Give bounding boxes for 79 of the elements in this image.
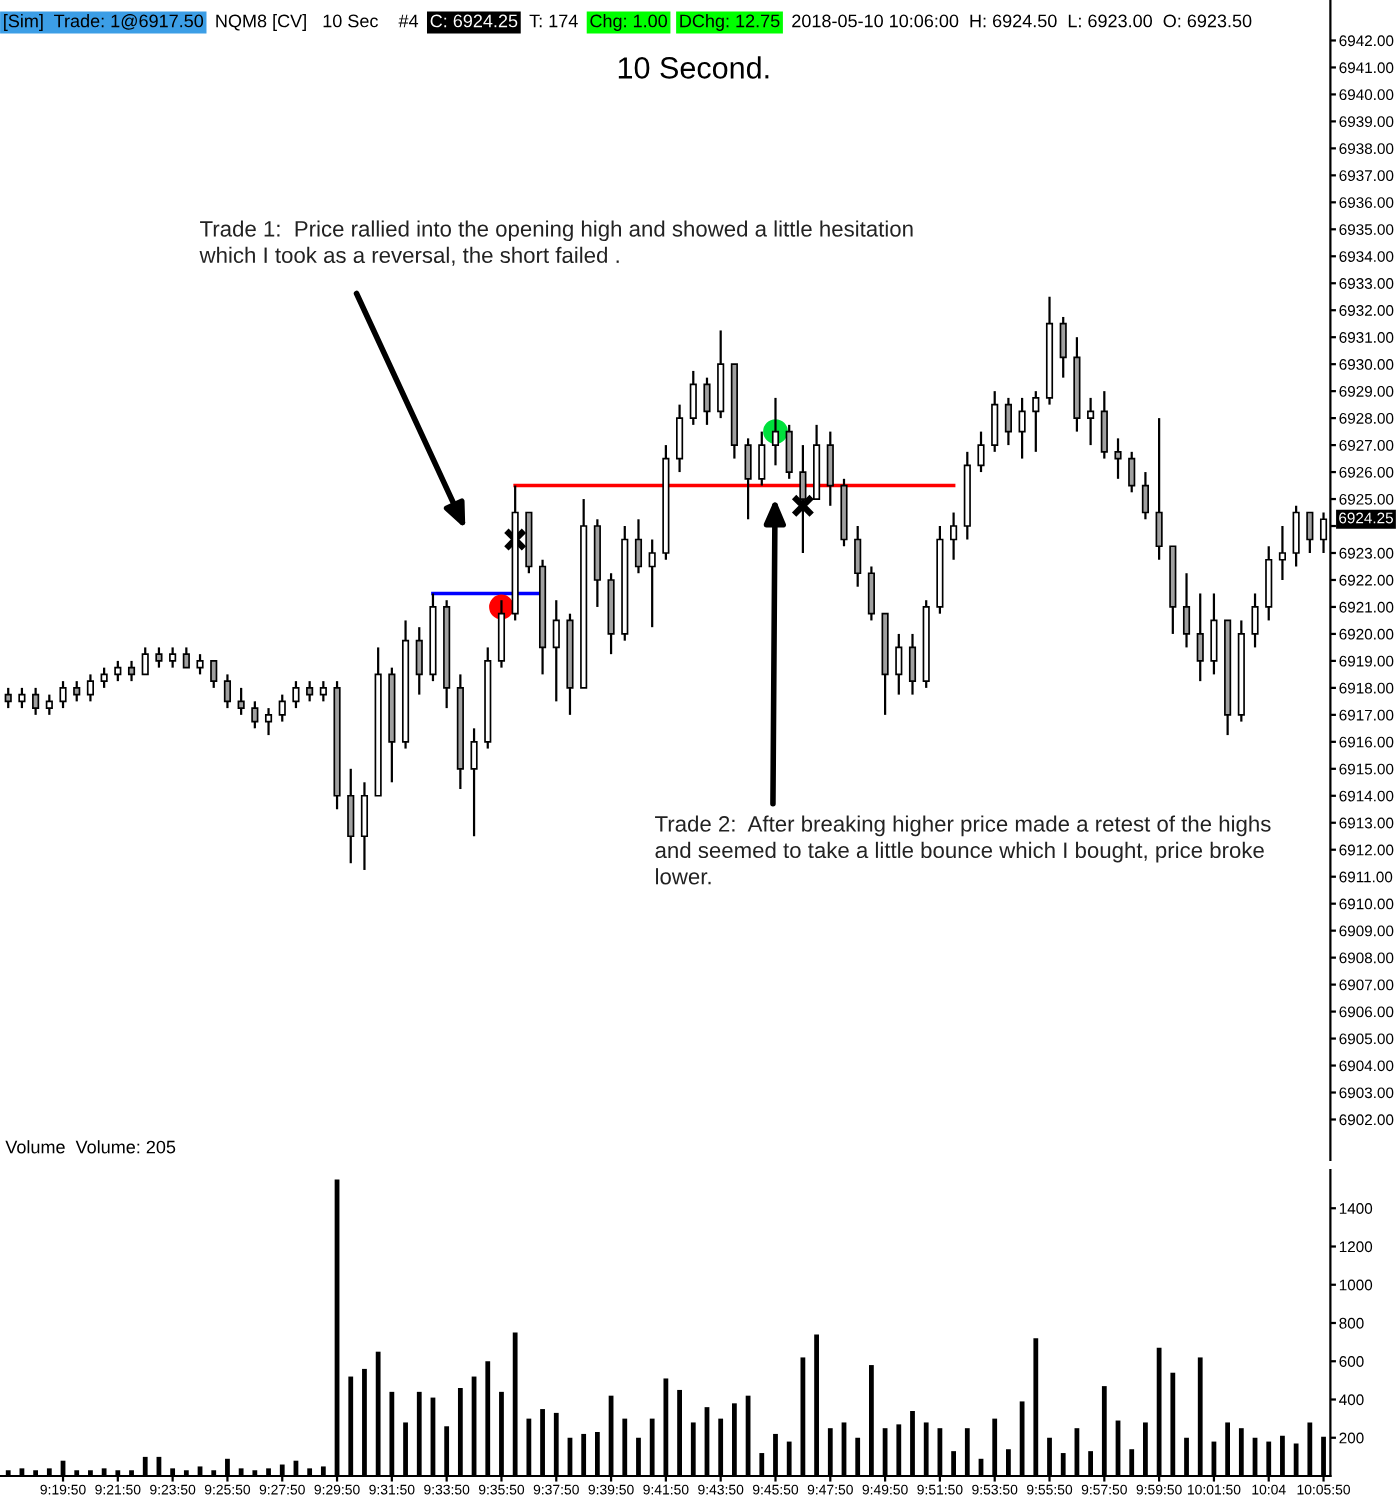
- candlestick: [703, 376, 711, 426]
- candlestick: [991, 390, 999, 453]
- candlestick: [319, 680, 327, 703]
- candlestick: [45, 693, 53, 716]
- candlestick: [237, 686, 245, 716]
- candlestick: [1128, 450, 1136, 494]
- candlestick: [114, 659, 122, 683]
- candlestick: [100, 666, 108, 689]
- annotation: Chg: 1.00: [590, 14, 668, 31]
- annotation: DChg: 12.75: [680, 14, 780, 31]
- candlestick: [497, 599, 506, 669]
- candlestick: [676, 403, 684, 474]
- annotation: Trade 2: After breaking higher price made a retest of the highs and seemed to take a little bounce which I bought, price broke lower.: [655, 815, 1271, 885]
- candlestick: [223, 673, 232, 710]
- candlestick: [634, 518, 643, 575]
- candlestick: [1196, 592, 1204, 683]
- candlestick: [1306, 511, 1314, 555]
- candlestick: [86, 673, 95, 703]
- candlestick: [908, 632, 917, 696]
- candlestick: [758, 430, 766, 487]
- candlestick: [1141, 470, 1149, 521]
- candlestick: [155, 646, 163, 669]
- annotation: Trade 1: Price rallied into the opening high and showed a little hesitation which I took as a reversal, the short failed .: [199, 220, 913, 266]
- candlestick: [1059, 315, 1067, 379]
- candlestick: [717, 329, 725, 420]
- candlestick: [210, 659, 218, 689]
- point: [791, 493, 815, 518]
- candlestick: [59, 680, 67, 710]
- annotation: [Sim] Trade: 1@6917.50: [4, 14, 204, 31]
- candlestick: [689, 369, 697, 426]
- candlestick: [306, 680, 314, 703]
- text: 10 Second.: [618, 56, 769, 79]
- candlestick: [854, 524, 862, 588]
- candlestick: [867, 565, 875, 622]
- candlestick: [1251, 592, 1259, 649]
- candlestick: [1265, 545, 1273, 622]
- candlestick: [648, 538, 656, 629]
- candlestick: [950, 511, 958, 561]
- candlestick: [470, 727, 478, 838]
- candlestick: [18, 686, 26, 710]
- candlestick: [1210, 592, 1218, 676]
- candlestick: [278, 693, 286, 723]
- candlestick: [32, 686, 40, 716]
- candlestick: [415, 626, 423, 696]
- candlestick: [196, 653, 204, 676]
- candlestick: [799, 443, 807, 555]
- candlestick: [552, 599, 560, 703]
- candlestick: [1292, 504, 1300, 568]
- candlestick: [264, 707, 273, 737]
- candlestick: [251, 700, 259, 730]
- candlestick: [73, 680, 81, 703]
- candlestick: [1018, 396, 1026, 460]
- candlestick: [1114, 437, 1122, 480]
- candlestick: [127, 659, 136, 683]
- candlestick: [1087, 396, 1095, 447]
- candlestick: [4, 686, 12, 710]
- candlestick: [1155, 417, 1163, 561]
- candlestick: [785, 423, 793, 480]
- candlestick: [1182, 572, 1191, 649]
- candlestick: [744, 437, 752, 521]
- candlestick: [169, 646, 177, 669]
- candlestick: [977, 430, 985, 474]
- annotation: 2018-05-10 10:06:00 H: 6924.50 L: 6923.00 O: 6923.50: [792, 14, 1252, 28]
- candlestick: [1004, 396, 1012, 447]
- candlestick: [292, 680, 300, 710]
- annotation: NQM8 [CV] 10 Sec #4: [216, 14, 419, 31]
- candlestick: [141, 646, 149, 676]
- annotation: C: 6924.25: [430, 14, 518, 28]
- chart-title: Volume Volume: 205: [5, 1140, 176, 1154]
- candlestick: [1100, 390, 1108, 460]
- candlestick: [1032, 390, 1040, 453]
- candlestick: [360, 781, 369, 872]
- candlestick: [895, 632, 903, 696]
- annotation: T: 174: [529, 14, 578, 28]
- candlestick: [1278, 524, 1287, 582]
- candlestick: [826, 430, 834, 507]
- candlestick: [771, 396, 780, 467]
- candlestick: [182, 646, 190, 669]
- candlestick: [347, 767, 355, 865]
